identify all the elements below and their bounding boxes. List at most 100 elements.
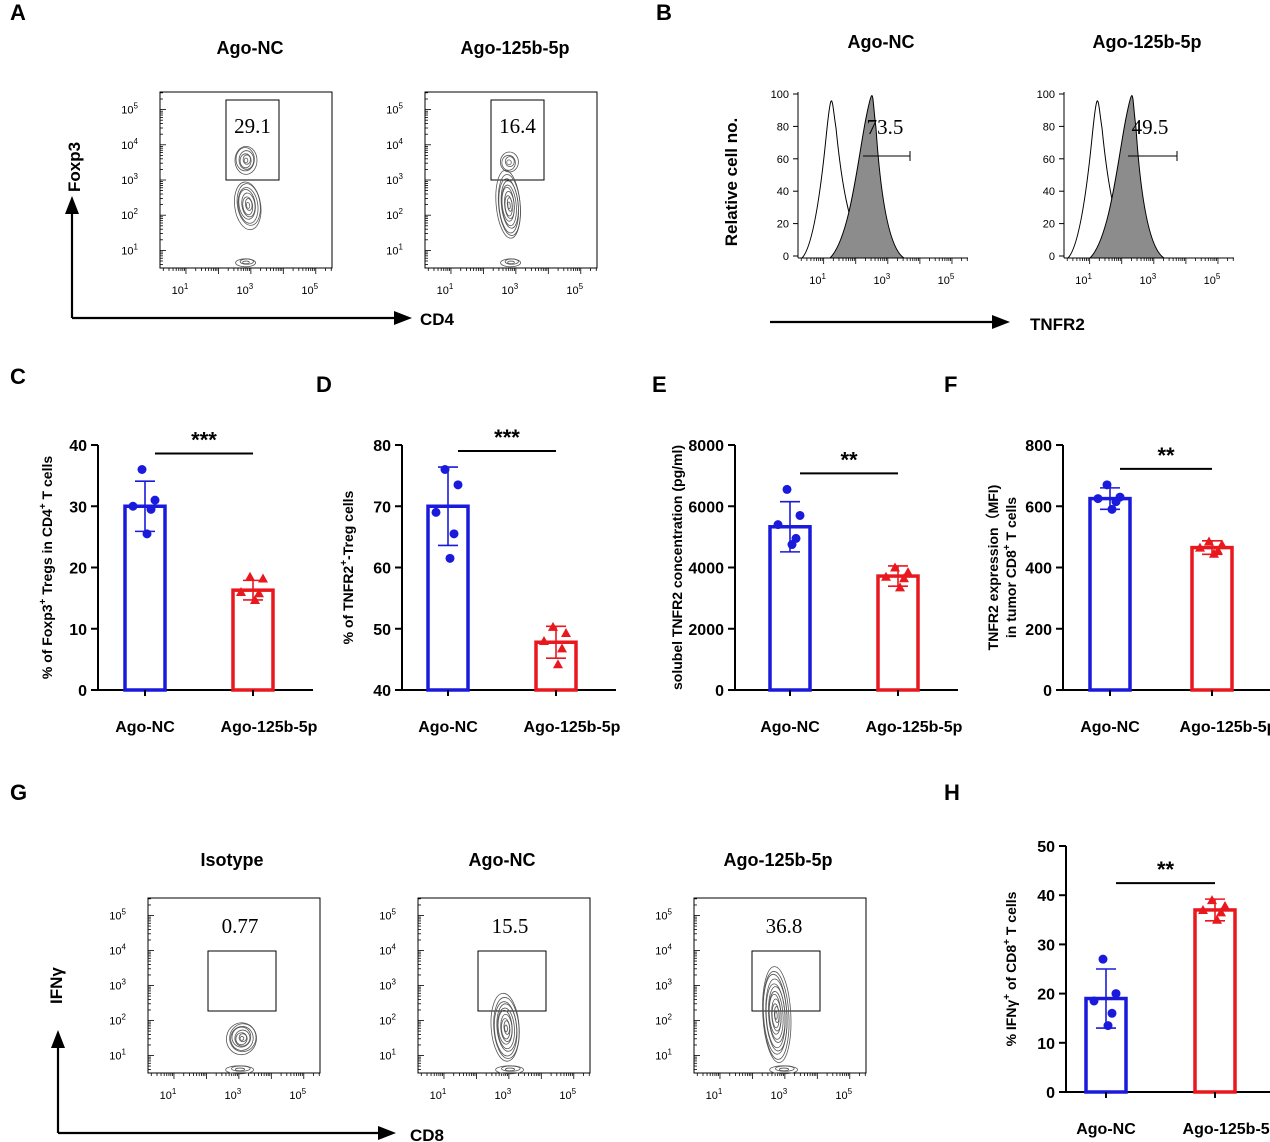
- tick-exponent: 3: [1152, 272, 1157, 281]
- contour-line: [234, 1067, 246, 1072]
- data-point: [1107, 504, 1117, 514]
- y-tick-label: 60: [1043, 154, 1055, 166]
- significance-stars: **: [1157, 857, 1175, 882]
- data-point: [1102, 480, 1112, 490]
- tick-exponent: 5: [848, 1087, 853, 1096]
- y-tick-label: 101: [109, 1048, 126, 1063]
- tick-exponent: 1: [134, 242, 139, 251]
- y-axis-label: % of Foxp3+ Tregs in CD4+ T cells: [38, 456, 55, 680]
- y-tick-label: 50: [373, 622, 391, 639]
- tick-base: 10: [379, 1016, 391, 1028]
- y-tick-label: 101: [379, 1048, 396, 1063]
- contour-line: [497, 1009, 513, 1045]
- y-axis-label: in tumor CD8+ T cells: [1002, 497, 1019, 638]
- y-tick-label: 103: [386, 172, 403, 187]
- x-tick-label: 105: [1204, 272, 1221, 287]
- tick-base: 10: [379, 946, 391, 958]
- tick-exponent: 1: [122, 1048, 127, 1057]
- y-tick-label: 102: [386, 207, 403, 222]
- tick-exponent: 3: [237, 1087, 242, 1096]
- y-tick-label: 102: [121, 207, 138, 222]
- y-tick-label: 20: [1037, 987, 1055, 1004]
- data-point: [146, 504, 156, 514]
- data-point: [440, 465, 450, 474]
- tick-exponent: 1: [392, 1048, 397, 1057]
- y-tick-label: 40: [373, 683, 391, 700]
- tick-base: 10: [386, 105, 398, 117]
- y-tick-label: 103: [109, 978, 126, 993]
- tick-exponent: 5: [302, 1087, 307, 1096]
- tick-base: 10: [121, 175, 133, 187]
- tick-exponent: 3: [134, 172, 139, 181]
- tick-exponent: 5: [1216, 272, 1221, 281]
- y-tick-label: 600: [1025, 499, 1052, 516]
- label-part: in tumor CD8: [1003, 550, 1019, 638]
- tick-base: 10: [109, 1051, 121, 1063]
- tick-exponent: 5: [399, 102, 404, 111]
- y-tick-label: 104: [379, 943, 396, 958]
- tick-base: 10: [502, 285, 514, 297]
- tick-base: 10: [655, 1016, 667, 1028]
- tick-base: 10: [109, 946, 121, 958]
- data-point: [1103, 1021, 1113, 1031]
- data-point: [445, 553, 455, 563]
- tick-base: 10: [1139, 275, 1151, 287]
- tick-exponent: 4: [392, 943, 397, 952]
- panel-label-G: G: [10, 780, 27, 805]
- tick-base: 10: [386, 210, 398, 222]
- tick-base: 10: [109, 1016, 121, 1028]
- A-y-label: Foxp3: [65, 142, 84, 192]
- tick-exponent: 1: [184, 282, 189, 291]
- data-point: [137, 465, 147, 474]
- y-tick-label: 10: [1037, 1036, 1055, 1053]
- significance-stars: ***: [494, 425, 520, 450]
- contour-line: [225, 1065, 255, 1075]
- tick-base: 10: [386, 245, 398, 257]
- contour-line: [242, 154, 251, 165]
- data-point: [553, 659, 563, 669]
- tick-base: 10: [386, 140, 398, 152]
- y-tick-label: 20: [1043, 219, 1055, 231]
- isotype-histogram: [801, 100, 871, 259]
- tick-exponent: 1: [449, 282, 454, 291]
- contour-line: [245, 202, 251, 209]
- y-tick-label: 40: [69, 438, 87, 455]
- contour-line: [495, 169, 521, 239]
- y-tick-label: 105: [379, 908, 396, 923]
- tick-exponent: 5: [950, 272, 955, 281]
- tick-exponent: 1: [1088, 272, 1093, 281]
- tick-base: 10: [379, 911, 391, 923]
- panel-label-H: H: [944, 780, 960, 805]
- tick-base: 10: [301, 285, 313, 297]
- label-sup: +: [1002, 994, 1013, 1000]
- tick-exponent: 1: [442, 1087, 447, 1096]
- x-tick-label: 105: [938, 272, 955, 287]
- bar-ago-125b-5p: [1190, 545, 1234, 692]
- y-axis-label: % IFNγ+ of CD8+ T cells: [1002, 891, 1019, 1046]
- label-part: T cells: [39, 456, 55, 504]
- arrow-right-icon: [992, 315, 1010, 329]
- gate-box: [225, 99, 280, 181]
- tick-exponent: 1: [399, 242, 404, 251]
- contour-line: [237, 187, 259, 224]
- data-point: [1089, 996, 1099, 1006]
- contour-line: [235, 1032, 248, 1046]
- contour-line: [242, 196, 254, 216]
- contour-line: [230, 1026, 254, 1051]
- tick-exponent: 1: [172, 1087, 177, 1096]
- data-point: [903, 567, 913, 577]
- data-point: [258, 573, 268, 583]
- tick-exponent: 2: [122, 1013, 127, 1022]
- contour-line: [504, 156, 515, 168]
- bar-chart-D: 40 50 60 70 80 % of TNFR2+-Treg cells Ago-NC Ag…: [339, 425, 621, 736]
- tick-exponent: 3: [783, 1087, 788, 1096]
- tick-base: 10: [289, 1090, 301, 1102]
- data-point: [1220, 901, 1230, 911]
- data-point: [1212, 914, 1222, 924]
- x-tick-label: 103: [771, 1087, 788, 1102]
- y-tick-label: 20: [69, 561, 87, 578]
